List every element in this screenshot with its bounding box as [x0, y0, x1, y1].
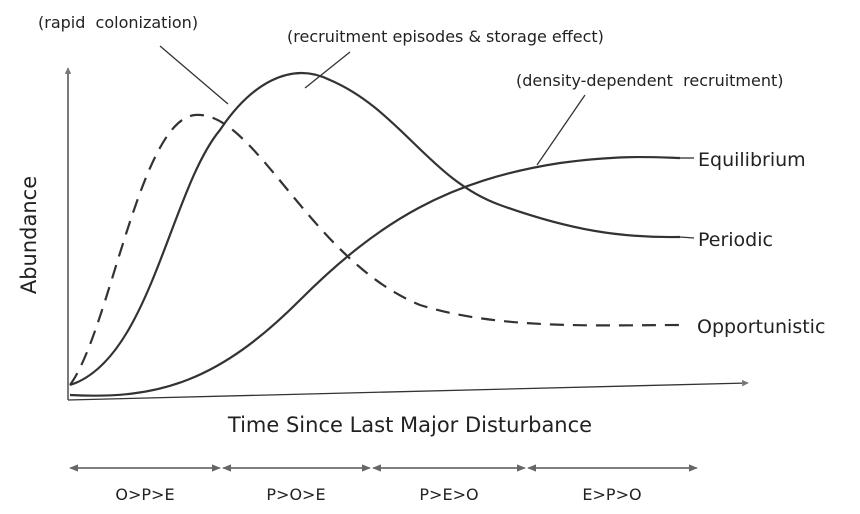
x-axis: [67, 379, 749, 401]
phase-label: P>O>E: [266, 485, 325, 504]
phase-label: E>P>O: [582, 485, 641, 504]
annotation: (recruitment episodes & storage effect): [287, 27, 604, 46]
annotation: (rapid colonization): [38, 13, 198, 32]
leader-line: [679, 236, 695, 239]
phase-label: P>E>O: [419, 485, 478, 504]
opportunistic-curve: [69, 113, 681, 386]
equilibrium-curve: [69, 155, 681, 397]
curve-label: Opportunistic: [697, 316, 825, 338]
leader-line: [159, 45, 229, 105]
curve-label: Periodic: [698, 229, 773, 251]
annotation: (density-dependent recruitment): [516, 71, 784, 90]
leader-line: [536, 94, 586, 166]
phase-label: O>P>E: [115, 485, 174, 504]
periodic-curve: [69, 71, 681, 387]
leader-line: [304, 51, 351, 89]
y-axis-label: Abundance: [17, 176, 41, 294]
curve-label: Equilibrium: [698, 149, 806, 171]
x-axis-label: Time Since Last Major Disturbance: [227, 413, 592, 437]
